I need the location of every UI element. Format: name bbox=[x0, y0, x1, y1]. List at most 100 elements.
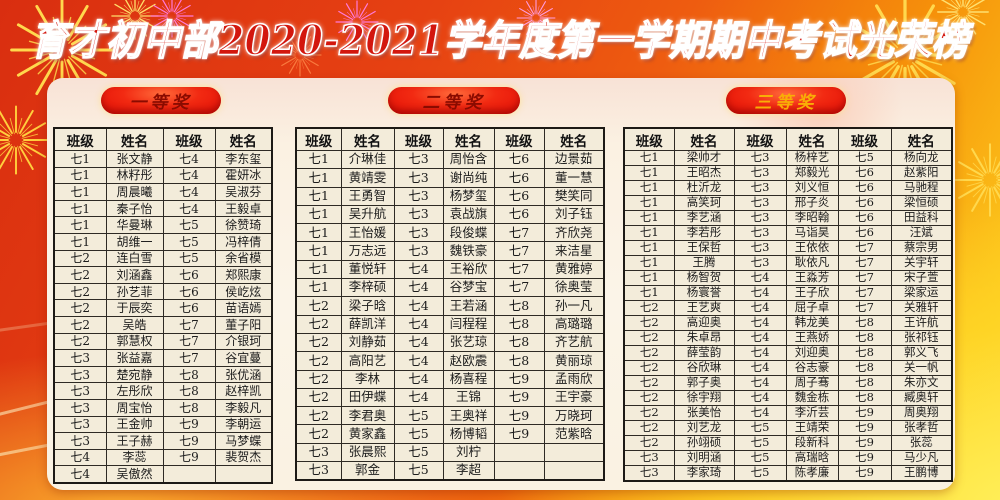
table-cell: 七5 bbox=[837, 150, 892, 166]
table-cell: 张艺琼 bbox=[442, 332, 495, 353]
table-row: 七1 杜沂龙 七3 刘义恒 七6 马驰程 bbox=[623, 180, 953, 196]
table-cell: 杨寰誉 bbox=[673, 285, 735, 301]
table-cell: 七3 bbox=[53, 432, 107, 450]
table-cell: 七2 bbox=[53, 315, 107, 334]
table-cell: 杨智贺 bbox=[673, 270, 735, 286]
table-cell: 七9 bbox=[493, 369, 545, 389]
table-cell: 郭义飞 bbox=[890, 345, 953, 361]
table-cell: 七5 bbox=[162, 216, 216, 234]
table-cell: 七1 bbox=[53, 232, 107, 251]
table-cell: 七1 bbox=[295, 259, 342, 280]
column-header: 班级 bbox=[162, 127, 216, 151]
table-row: 七1 林籽彤 七4 霍妍冰 bbox=[53, 166, 273, 185]
table-row: 七2 张美怡 七4 李沂芸 七9 周奥翔 bbox=[623, 405, 953, 421]
table-cell: 七8 bbox=[162, 382, 216, 400]
table-row: 七2 李君奥 七5 王奥祥 七9 万晓珂 bbox=[295, 406, 605, 426]
table-cell: 刘子钰 bbox=[543, 204, 605, 225]
table-cell: 孙艺菲 bbox=[105, 282, 164, 301]
first-prize-table: 班级 姓名 班级 姓名 七1 张文静 七4 李东玺 七1 林籽彤 七4 霍妍冰 七1 周晨曦 七4 吴淑芬七… bbox=[53, 127, 273, 484]
table-cell: 七6 bbox=[162, 299, 216, 317]
header-row: 班级 姓名 班级 姓名 班级 姓名 bbox=[623, 127, 953, 151]
table-cell: 七1 bbox=[623, 255, 675, 271]
table-cell: 七2 bbox=[623, 405, 675, 421]
third-prize-table: 班级 姓名 班级 姓名 班级 姓名 七1 梁帅才 七3 杨梓艺 七5 杨向龙 七1 王昭杰 七3 郑毅光 七6… bbox=[623, 127, 953, 482]
table-cell: 七4 bbox=[393, 387, 444, 408]
table-cell: 七9 bbox=[493, 424, 545, 444]
table-cell: 七4 bbox=[393, 351, 444, 371]
table-cell: 周晨曦 bbox=[105, 183, 164, 201]
table-cell: 七8 bbox=[837, 345, 892, 361]
table-cell: 李蕊 bbox=[105, 448, 164, 467]
table-cell: 七2 bbox=[295, 332, 342, 353]
table-cell: 周子骞 bbox=[785, 375, 839, 391]
table-cell: 王子赫 bbox=[105, 432, 164, 450]
table-row: 七1 华曼琳 七5 徐赞琦 bbox=[53, 216, 273, 234]
table-cell: 七7 bbox=[493, 241, 545, 261]
table-cell: 七9 bbox=[837, 435, 892, 451]
table-row: 七1 董悦轩 七4 王裕欣 七7 黄雅婷 bbox=[295, 259, 605, 280]
table-cell: 七1 bbox=[295, 186, 342, 206]
table-cell: 王宇豪 bbox=[543, 387, 605, 408]
table-cell: 七3 bbox=[733, 225, 787, 241]
table-cell: 霍妍冰 bbox=[214, 166, 273, 185]
table-cell: 董悦轩 bbox=[340, 259, 395, 280]
column-header: 班级 bbox=[837, 127, 892, 151]
table-row: 七2 吴皓 七7 董子阳 bbox=[53, 315, 273, 334]
table-cell: 刘义恒 bbox=[785, 180, 839, 196]
table-cell: 吴傲然 bbox=[105, 465, 164, 484]
table-cell: 王金帅 bbox=[105, 415, 164, 434]
table-cell: 薛凯洋 bbox=[340, 314, 395, 334]
table-cell: 七1 bbox=[53, 216, 107, 234]
table-cell: 七7 bbox=[837, 270, 892, 286]
table-cell: 臧奥轩 bbox=[890, 390, 953, 406]
table-cell: 七5 bbox=[162, 249, 216, 268]
table-cell: 七2 bbox=[623, 360, 675, 376]
table-cell: 七4 bbox=[733, 300, 787, 316]
table-cell: 杜沂龙 bbox=[673, 180, 735, 196]
table-cell: 魏铁豪 bbox=[442, 241, 495, 261]
table-cell: 七2 bbox=[295, 424, 342, 444]
table-cell: 黄丽琼 bbox=[543, 351, 605, 371]
header-row: 班级 姓名 班级 姓名 bbox=[53, 127, 273, 151]
table-cell: 高阳艺 bbox=[340, 351, 395, 371]
table-cell: 谷梦宝 bbox=[442, 278, 495, 298]
table-row: 七1 张文静 七4 李东玺 bbox=[53, 150, 273, 168]
table-cell: 胡维一 bbox=[105, 232, 164, 251]
table-cell: 七6 bbox=[493, 186, 545, 206]
table-cell: 袁战旗 bbox=[442, 204, 495, 225]
table-cell: 关雅轩 bbox=[890, 300, 953, 316]
table-cell: 吴升航 bbox=[340, 204, 395, 225]
table-cell: 赵梓凯 bbox=[214, 382, 273, 400]
table-cell: 七4 bbox=[53, 465, 107, 484]
table-cell: 七1 bbox=[623, 195, 675, 211]
table-cell: 齐欣尧 bbox=[543, 223, 605, 243]
table-row: 七2 梁子晗 七4 王若涵 七8 孙一凡 bbox=[295, 296, 605, 316]
table-cell: 七2 bbox=[53, 282, 107, 301]
column-header: 姓名 bbox=[105, 127, 164, 151]
table-cell: 李朝运 bbox=[214, 415, 273, 434]
table-cell: 七4 bbox=[393, 296, 444, 316]
table-row: 七1 秦子怡 七4 王毅卓 bbox=[53, 199, 273, 218]
table-cell: 七4 bbox=[733, 390, 787, 406]
table-cell: 七9 bbox=[493, 387, 545, 408]
table-cell: 侯屹炫 bbox=[214, 282, 273, 301]
table-cell: 七6 bbox=[162, 282, 216, 301]
table-cell: 谷宜蔓 bbox=[214, 349, 273, 367]
table-cell: 七4 bbox=[733, 270, 787, 286]
table-cell: 七9 bbox=[837, 450, 892, 466]
table-cell: 七3 bbox=[733, 165, 787, 181]
table-cell: 七9 bbox=[837, 465, 892, 482]
table-cell: 张美怡 bbox=[673, 405, 735, 421]
table-cell: 王腾 bbox=[673, 255, 735, 271]
table-cell: 七4 bbox=[733, 405, 787, 421]
table-cell: 七3 bbox=[733, 180, 787, 196]
table-cell: 张祁钰 bbox=[890, 330, 953, 346]
table-cell: 七6 bbox=[493, 149, 545, 170]
table-cell: 七8 bbox=[837, 315, 892, 331]
table-row: 七4 李蕊 七9 裴贺杰 bbox=[53, 448, 273, 467]
table-cell: 七7 bbox=[162, 332, 216, 351]
column-header: 班级 bbox=[53, 127, 107, 151]
table-cell: 七8 bbox=[837, 390, 892, 406]
table-cell: 七7 bbox=[162, 315, 216, 334]
table-cell: 李君奥 bbox=[340, 406, 395, 426]
